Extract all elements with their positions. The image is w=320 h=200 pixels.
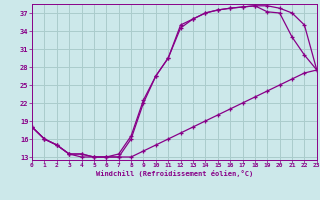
X-axis label: Windchill (Refroidissement éolien,°C): Windchill (Refroidissement éolien,°C) [96, 170, 253, 177]
